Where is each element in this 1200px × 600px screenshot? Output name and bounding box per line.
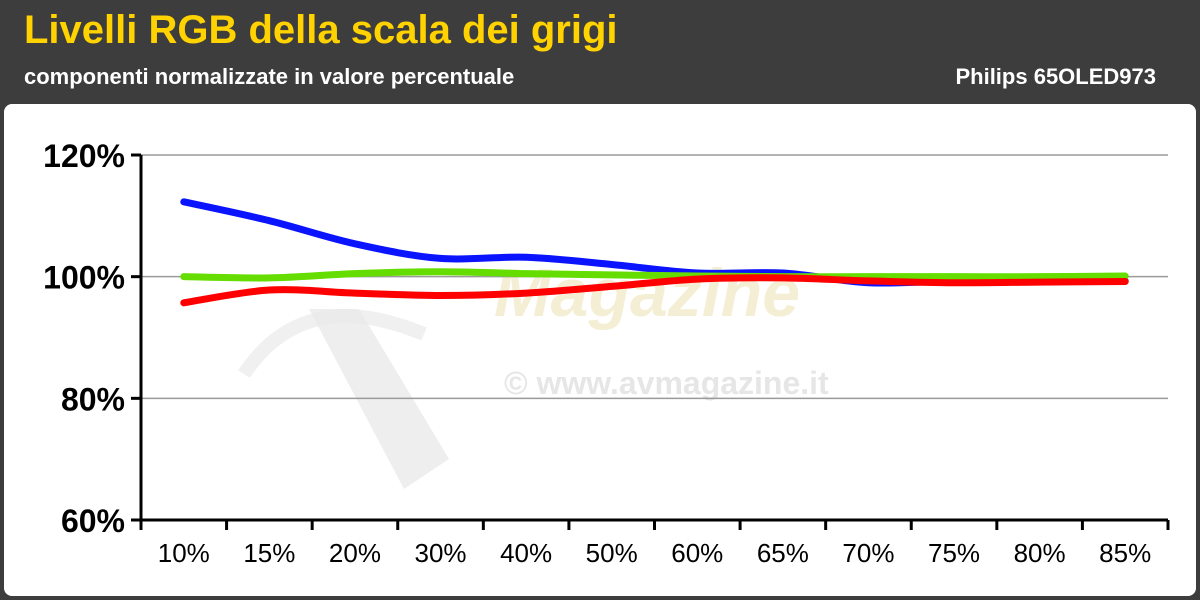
y-axis-ticks: 60% 80% 100% 120% — [43, 138, 141, 539]
x-tick-label: 40% — [500, 538, 552, 568]
chart-header: Livelli RGB della scala dei grigi compon… — [0, 0, 1200, 104]
red-series-line — [180, 274, 1129, 307]
green-series-line — [180, 268, 1129, 282]
chart-subtitle: componenti normalizzate in valore percen… — [24, 64, 515, 89]
x-tick-label: 75% — [928, 538, 980, 568]
y-tick-label: 120% — [43, 138, 125, 174]
line-chart: Magazine © www.avmagazine.it 60%80%100%1… — [43, 138, 1170, 568]
x-tick-label: 60% — [671, 538, 723, 568]
blue-series-line — [180, 198, 1129, 287]
x-tick-label: 70% — [842, 538, 894, 568]
chart-panel: Magazine © www.avmagazine.it 60% 80% 100% 1… — [4, 104, 1196, 596]
x-tick-label: 85% — [1099, 538, 1151, 568]
x-tick-label: 50% — [586, 538, 638, 568]
x-tick-label: 20% — [329, 538, 381, 568]
x-tick-label: 80% — [1014, 538, 1066, 568]
y-tick-label: 100% — [43, 260, 125, 296]
axes — [131, 155, 1168, 522]
y-tick-label: 60% — [61, 503, 125, 539]
x-tick-label: 30% — [415, 538, 467, 568]
tv-model-label: Philips 65OLED973 — [955, 64, 1156, 89]
x-tick-label: 10% — [158, 538, 210, 568]
chart-title: Livelli RGB della scala dei grigi — [24, 8, 618, 52]
x-axis-ticks: 10% 15% 20% 30% 40% 50% 60% 65% 70% 75% 80% 85% — [139, 520, 1170, 568]
x-tick-label: 15% — [243, 538, 295, 568]
watermark-logo-swoosh-icon — [238, 309, 427, 378]
x-tick-label: 65% — [757, 538, 809, 568]
y-tick-label: 80% — [61, 381, 125, 417]
series-lines — [180, 198, 1129, 307]
watermark-url: © www.avmagazine.it — [504, 365, 829, 401]
